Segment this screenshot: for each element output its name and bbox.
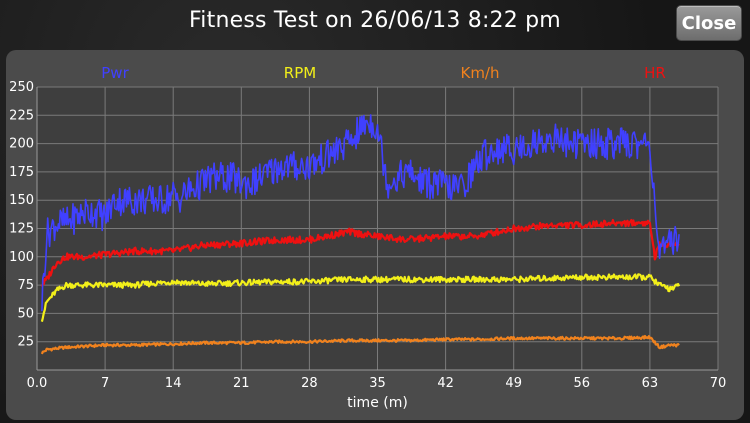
x-axis-title: time (m) <box>347 395 408 411</box>
y-tick-label: 175 <box>9 165 34 180</box>
x-tick-label: 14 <box>165 376 182 391</box>
x-tick-label: 21 <box>233 376 250 391</box>
y-tick-label: 100 <box>9 250 34 265</box>
series-line-kmh <box>40 334 680 355</box>
series-line-rpm <box>40 273 681 322</box>
x-tick-label: 7 <box>101 376 109 391</box>
y-tick-label: 50 <box>17 306 34 321</box>
chart-panel: 25 50 75 100 125 150 175 200 225 250 0.0 7 14 21 28 35 4… <box>6 50 744 420</box>
x-tick-label: 56 <box>574 376 591 391</box>
x-tick-label: 35 <box>369 376 386 391</box>
y-tick-label: 250 <box>9 80 34 95</box>
series-line-pwr <box>41 114 680 312</box>
legend-entry-hr: HR <box>644 64 666 82</box>
x-tick-label: 63 <box>642 376 659 391</box>
y-tick-label: 75 <box>17 278 34 293</box>
close-button[interactable]: Close <box>676 5 742 41</box>
y-tick-label: 25 <box>17 335 34 350</box>
title-bar: Fitness Test on 26/06/13 8:22 pm Close <box>0 0 750 46</box>
page-title: Fitness Test on 26/06/13 8:22 pm <box>189 8 561 33</box>
x-tick-label: 70 <box>710 376 727 391</box>
y-tick-label: 200 <box>9 137 34 152</box>
legend-entry-rpm: RPM <box>284 64 316 82</box>
x-tick-label: 42 <box>437 376 454 391</box>
y-tick-label: 150 <box>9 193 34 208</box>
legend-entry-pwr: Pwr <box>101 64 129 82</box>
legend-entry-kmh: Km/h <box>460 64 499 82</box>
series-line-hr <box>40 218 680 288</box>
y-tick-label: 125 <box>9 222 34 237</box>
x-tick-label: 0.0 <box>27 376 48 391</box>
fitness-chart: 25 50 75 100 125 150 175 200 225 250 0.0 7 14 21 28 35 4… <box>9 64 727 411</box>
y-tick-label: 225 <box>9 108 34 123</box>
x-tick-label: 28 <box>301 376 318 391</box>
x-tick-label: 49 <box>505 376 522 391</box>
